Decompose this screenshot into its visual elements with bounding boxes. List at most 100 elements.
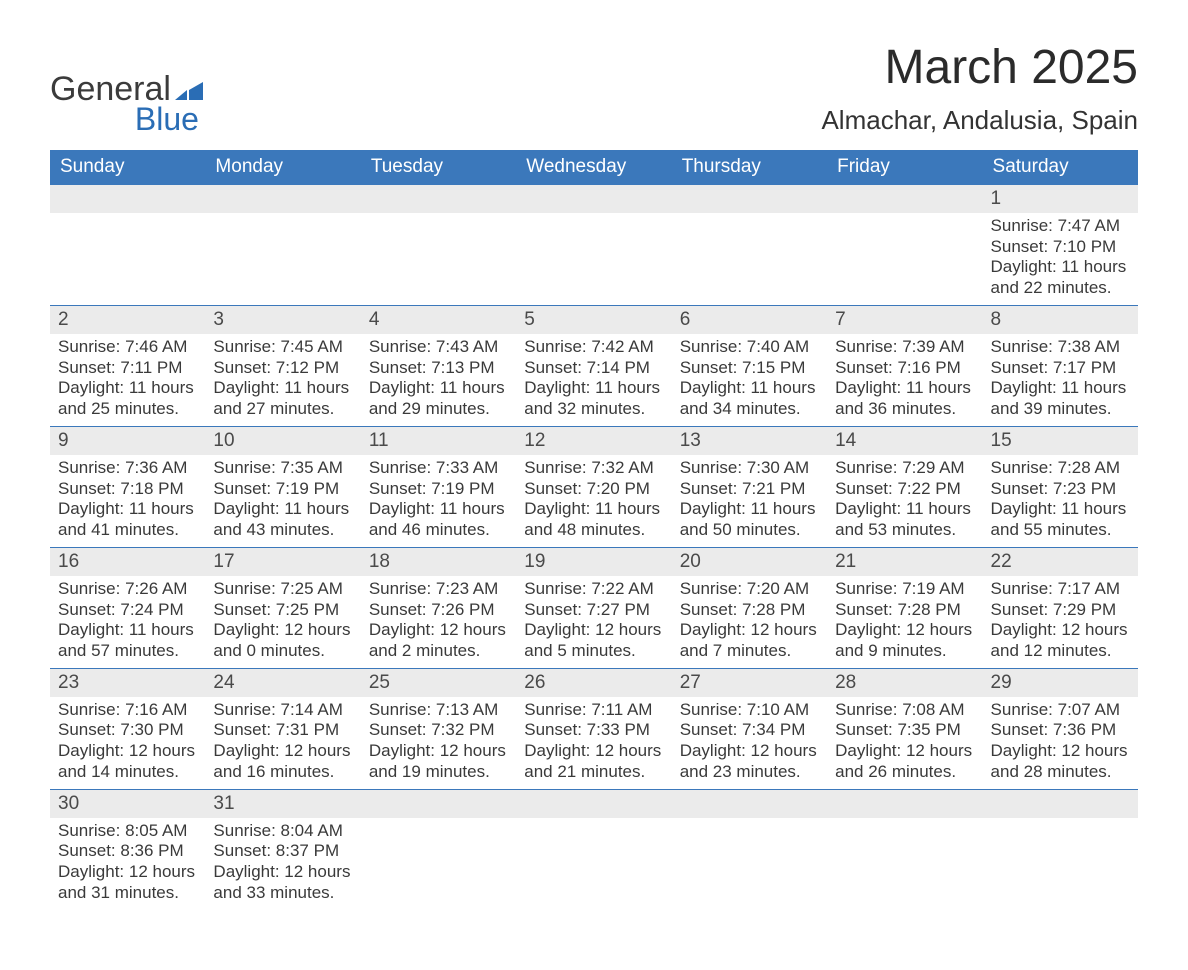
day-number-row: 2345678 bbox=[50, 305, 1138, 334]
day-info-line: and 12 minutes. bbox=[991, 641, 1130, 662]
day-info-line: Sunrise: 8:05 AM bbox=[58, 821, 197, 842]
day-info-line: and 29 minutes. bbox=[369, 399, 508, 420]
day-info-line: Daylight: 11 hours bbox=[58, 620, 197, 641]
day-info-line: Sunset: 7:23 PM bbox=[991, 479, 1130, 500]
day-number-cell: 1 bbox=[983, 185, 1138, 213]
day-number-cell: 17 bbox=[205, 547, 360, 576]
day-info-line: Daylight: 12 hours bbox=[991, 741, 1130, 762]
day-info-line: and 9 minutes. bbox=[835, 641, 974, 662]
day-info-line: and 21 minutes. bbox=[524, 762, 663, 783]
day-number-cell bbox=[516, 185, 671, 213]
day-number-cell bbox=[50, 185, 205, 213]
day-content-cell: Sunrise: 7:19 AMSunset: 7:28 PMDaylight:… bbox=[827, 576, 982, 668]
day-info-line: Sunset: 7:28 PM bbox=[835, 600, 974, 621]
day-content-cell bbox=[983, 818, 1138, 910]
day-content-cell: Sunrise: 7:13 AMSunset: 7:32 PMDaylight:… bbox=[361, 697, 516, 789]
day-info-line: Sunset: 7:21 PM bbox=[680, 479, 819, 500]
day-info-line: and 25 minutes. bbox=[58, 399, 197, 420]
day-info-line: and 22 minutes. bbox=[991, 278, 1130, 299]
day-info-line: Sunset: 7:15 PM bbox=[680, 358, 819, 379]
day-info-line: Sunrise: 7:19 AM bbox=[835, 579, 974, 600]
day-number-cell: 2 bbox=[50, 305, 205, 334]
day-info-line: Daylight: 12 hours bbox=[835, 620, 974, 641]
day-info-line: Sunset: 7:11 PM bbox=[58, 358, 197, 379]
weekday-header: Friday bbox=[827, 150, 982, 185]
day-info-line: Sunrise: 7:26 AM bbox=[58, 579, 197, 600]
day-info-line: Daylight: 11 hours bbox=[369, 499, 508, 520]
day-info-line: Sunrise: 7:30 AM bbox=[680, 458, 819, 479]
day-number-cell bbox=[827, 789, 982, 818]
day-info-line: Sunrise: 7:13 AM bbox=[369, 700, 508, 721]
day-info-line: and 16 minutes. bbox=[213, 762, 352, 783]
day-content-cell bbox=[672, 818, 827, 910]
day-info-line: Sunset: 7:25 PM bbox=[213, 600, 352, 621]
day-info-line: and 2 minutes. bbox=[369, 641, 508, 662]
day-info-line: Sunset: 7:19 PM bbox=[213, 479, 352, 500]
day-number-cell: 13 bbox=[672, 426, 827, 455]
weekday-header: Wednesday bbox=[516, 150, 671, 185]
day-info-line: Sunset: 7:29 PM bbox=[991, 600, 1130, 621]
day-content-cell: Sunrise: 7:40 AMSunset: 7:15 PMDaylight:… bbox=[672, 334, 827, 426]
page-header: General Blue March 2025 Almachar, Andalu… bbox=[50, 40, 1138, 138]
day-info-line: and 34 minutes. bbox=[680, 399, 819, 420]
day-content-cell: Sunrise: 7:29 AMSunset: 7:22 PMDaylight:… bbox=[827, 455, 982, 547]
day-info-line: Daylight: 12 hours bbox=[369, 741, 508, 762]
day-info-line: Sunset: 7:34 PM bbox=[680, 720, 819, 741]
day-content-cell: Sunrise: 7:17 AMSunset: 7:29 PMDaylight:… bbox=[983, 576, 1138, 668]
day-number-row: 1 bbox=[50, 185, 1138, 213]
day-content-cell bbox=[516, 213, 671, 305]
day-info-line: Sunset: 7:26 PM bbox=[369, 600, 508, 621]
day-number-cell: 27 bbox=[672, 668, 827, 697]
day-info-line: and 14 minutes. bbox=[58, 762, 197, 783]
day-info-line: and 39 minutes. bbox=[991, 399, 1130, 420]
day-number-cell: 11 bbox=[361, 426, 516, 455]
day-number-cell: 16 bbox=[50, 547, 205, 576]
day-content-cell: Sunrise: 7:35 AMSunset: 7:19 PMDaylight:… bbox=[205, 455, 360, 547]
day-info-line: Sunrise: 8:04 AM bbox=[213, 821, 352, 842]
day-number-row: 23242526272829 bbox=[50, 668, 1138, 697]
day-info-line: Sunset: 7:32 PM bbox=[369, 720, 508, 741]
day-number-cell bbox=[205, 185, 360, 213]
day-info-line: Sunrise: 7:42 AM bbox=[524, 337, 663, 358]
day-content-cell: Sunrise: 7:33 AMSunset: 7:19 PMDaylight:… bbox=[361, 455, 516, 547]
day-info-line: Sunrise: 7:29 AM bbox=[835, 458, 974, 479]
day-number-cell bbox=[983, 789, 1138, 818]
day-info-line: Daylight: 11 hours bbox=[369, 378, 508, 399]
day-number-row: 3031 bbox=[50, 789, 1138, 818]
day-info-line: Sunrise: 7:14 AM bbox=[213, 700, 352, 721]
day-number-cell: 8 bbox=[983, 305, 1138, 334]
day-info-line: Sunset: 7:33 PM bbox=[524, 720, 663, 741]
day-number-cell: 12 bbox=[516, 426, 671, 455]
day-info-line: Daylight: 11 hours bbox=[213, 499, 352, 520]
day-info-line: Sunrise: 7:43 AM bbox=[369, 337, 508, 358]
day-info-line: Sunset: 7:16 PM bbox=[835, 358, 974, 379]
day-number-cell: 18 bbox=[361, 547, 516, 576]
day-info-line: and 55 minutes. bbox=[991, 520, 1130, 541]
day-info-line: Daylight: 12 hours bbox=[213, 620, 352, 641]
day-content-row: Sunrise: 7:46 AMSunset: 7:11 PMDaylight:… bbox=[50, 334, 1138, 426]
day-info-line: Sunrise: 7:28 AM bbox=[991, 458, 1130, 479]
day-info-line: and 31 minutes. bbox=[58, 883, 197, 904]
day-info-line: Sunset: 7:17 PM bbox=[991, 358, 1130, 379]
day-number-cell bbox=[672, 185, 827, 213]
day-info-line: and 46 minutes. bbox=[369, 520, 508, 541]
day-info-line: Daylight: 12 hours bbox=[524, 741, 663, 762]
day-info-line: Sunrise: 7:38 AM bbox=[991, 337, 1130, 358]
day-info-line: and 19 minutes. bbox=[369, 762, 508, 783]
day-info-line: Daylight: 12 hours bbox=[213, 862, 352, 883]
day-number-cell: 21 bbox=[827, 547, 982, 576]
day-info-line: Daylight: 11 hours bbox=[524, 378, 663, 399]
day-info-line: Daylight: 11 hours bbox=[524, 499, 663, 520]
day-info-line: Sunset: 7:31 PM bbox=[213, 720, 352, 741]
day-info-line: Sunrise: 7:32 AM bbox=[524, 458, 663, 479]
day-content-cell: Sunrise: 7:14 AMSunset: 7:31 PMDaylight:… bbox=[205, 697, 360, 789]
day-content-cell bbox=[361, 213, 516, 305]
day-info-line: Daylight: 11 hours bbox=[835, 378, 974, 399]
day-number-cell: 25 bbox=[361, 668, 516, 697]
day-number-cell bbox=[516, 789, 671, 818]
day-info-line: Daylight: 12 hours bbox=[58, 862, 197, 883]
day-content-cell: Sunrise: 7:25 AMSunset: 7:25 PMDaylight:… bbox=[205, 576, 360, 668]
day-number-cell: 26 bbox=[516, 668, 671, 697]
day-info-line: Daylight: 12 hours bbox=[991, 620, 1130, 641]
day-info-line: Daylight: 12 hours bbox=[680, 741, 819, 762]
